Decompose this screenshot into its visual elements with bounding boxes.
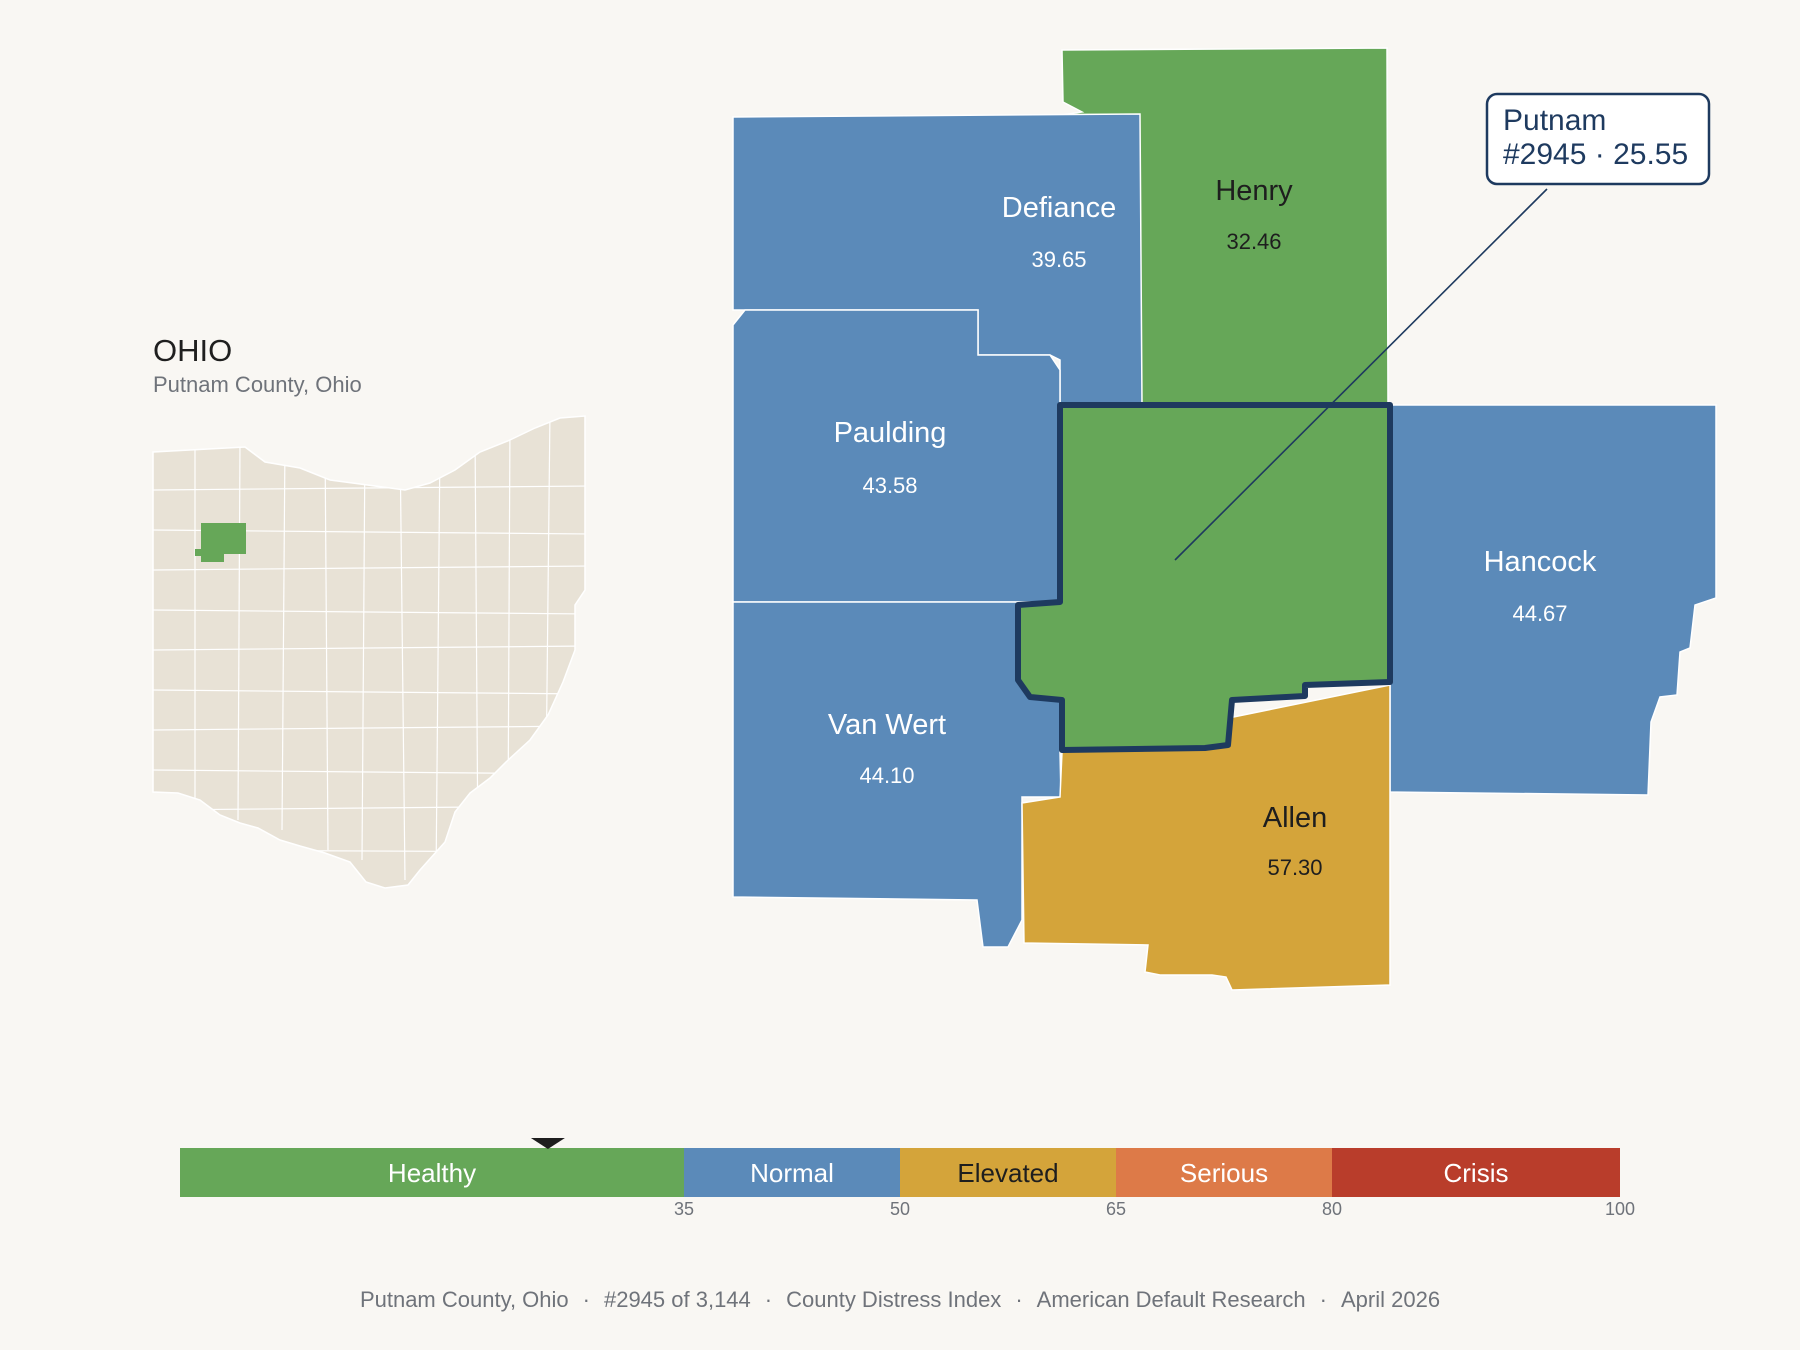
county-value-henry: 32.46 [1226, 229, 1281, 254]
callout-box [1485, 92, 1711, 186]
county-name-defiance: Defiance [1002, 192, 1116, 224]
inset-putnam-highlight [195, 523, 246, 562]
county-name-allen: Allen [1263, 802, 1328, 834]
footer-credits: Putnam County, Ohio · #2945 of 3,144 · Count… [360, 1287, 1440, 1312]
county-allen[interactable] [1021, 684, 1391, 991]
county-value-van-wert: 44.10 [859, 763, 914, 788]
footer-date: April 2026 [1341, 1287, 1440, 1312]
inset-subtitle: Putnam County, Ohio [153, 372, 362, 397]
county-name-paulding: Paulding [834, 417, 947, 449]
scale-segment-serious [1116, 1148, 1332, 1197]
scale-tick-100: 100 [1605, 1199, 1635, 1219]
scale-tick-35: 35 [674, 1199, 694, 1219]
scale-marker-icon [530, 1138, 565, 1149]
scale-segment-healthy [180, 1148, 684, 1197]
county-name-van-wert: Van Wert [828, 709, 946, 741]
callout-rank-value: #2945 · 25.55 [1503, 138, 1688, 171]
county-value-hancock: 44.67 [1512, 601, 1567, 626]
inset-state-title: OHIO [153, 333, 232, 368]
county-value-allen: 57.30 [1267, 855, 1322, 880]
scale-tick-80: 80 [1322, 1199, 1342, 1219]
putnam-callout: Putnam #2945 · 25.55 [1174, 92, 1711, 561]
callout-leader-line [1174, 188, 1548, 561]
region-map: Defiance 39.65 Henry 32.46 Paulding 43.5… [732, 47, 1717, 991]
scale-label-normal: Normal [750, 1158, 834, 1188]
scale-tick-50: 50 [890, 1199, 910, 1219]
footer-rank: #2945 of 3,144 [604, 1287, 751, 1312]
county-hancock[interactable] [1389, 404, 1717, 796]
scale-label-elevated: Elevated [957, 1158, 1058, 1188]
county-value-defiance: 39.65 [1031, 247, 1086, 272]
scale-segment-crisis [1332, 1148, 1620, 1197]
scale-label-serious: Serious [1180, 1158, 1268, 1188]
distress-scale-legend: Healthy Normal Elevated Serious Crisis 35 50 65… [180, 1138, 1635, 1219]
scale-segment-elevated [900, 1148, 1116, 1197]
county-putnam[interactable] [1015, 402, 1393, 753]
scale-label-healthy: Healthy [388, 1158, 476, 1188]
scale-tick-65: 65 [1106, 1199, 1126, 1219]
footer-source: American Default Research [1037, 1287, 1306, 1312]
footer-county: Putnam County, Ohio [360, 1287, 569, 1312]
scale-segment-normal [684, 1148, 900, 1197]
callout-county-name: Putnam [1503, 104, 1606, 137]
county-value-paulding: 43.58 [862, 473, 917, 498]
county-labels: Defiance 39.65 Henry 32.46 Paulding 43.5… [828, 175, 1597, 880]
county-paulding[interactable] [732, 309, 1061, 603]
footer-index: County Distress Index [786, 1287, 1001, 1312]
ohio-inset: OHIO Putnam County, Ohio [152, 333, 586, 889]
scale-label-crisis: Crisis [1444, 1158, 1509, 1188]
county-name-henry: Henry [1215, 175, 1293, 207]
county-name-hancock: Hancock [1484, 546, 1597, 578]
